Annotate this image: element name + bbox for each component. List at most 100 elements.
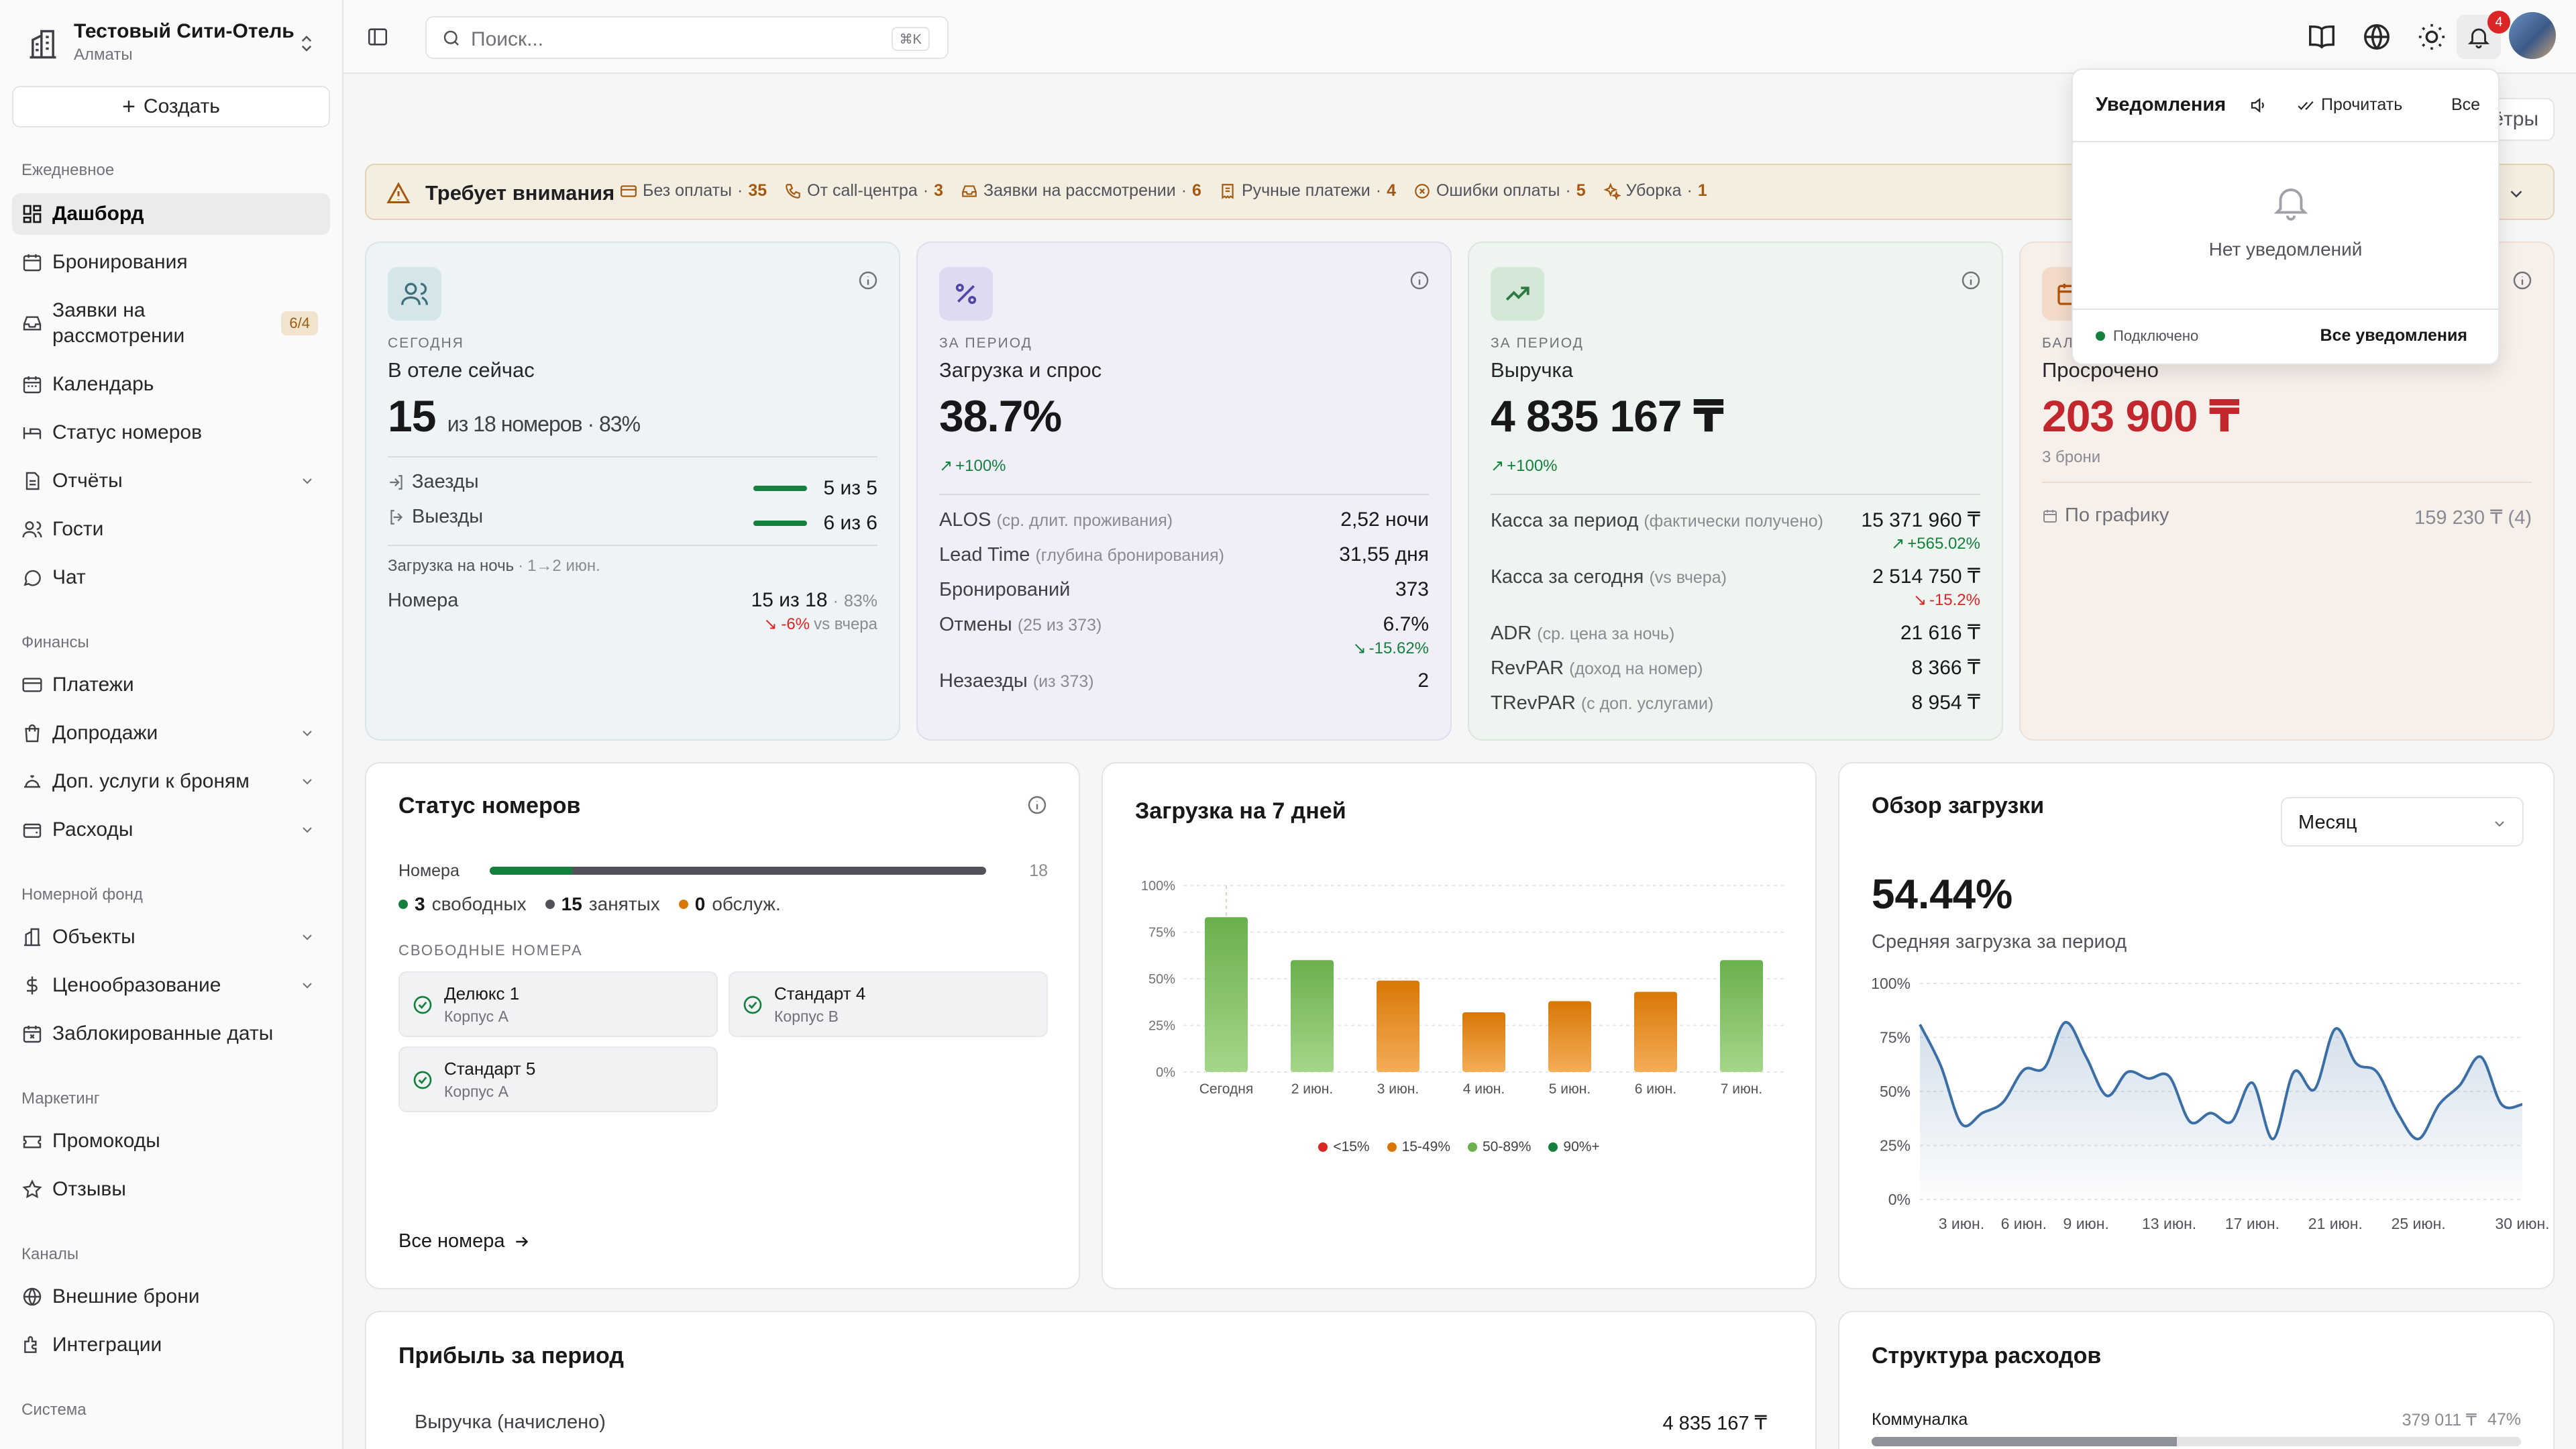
sidebar-item-chat[interactable]: Чат xyxy=(12,557,330,598)
sidebar-item-upsells[interactable]: Допродажи xyxy=(12,712,330,754)
kpi-period: ЗА ПЕРИОД xyxy=(1491,335,1584,351)
create-button[interactable]: + Создать xyxy=(12,86,330,127)
sidebar-item-calendar[interactable]: Календарь xyxy=(12,364,330,405)
chip-unpaid[interactable]: Без оплаты · 35 xyxy=(620,181,767,201)
period-select[interactable]: Месяц xyxy=(2281,797,2524,847)
free-room-card[interactable]: Стандарт 4 Корпус В xyxy=(729,971,1048,1037)
volume-icon[interactable] xyxy=(2249,95,2269,115)
metric-row-no-shows: Незаезды (из 373) 2 xyxy=(939,669,1429,692)
sidebar-item-reviews[interactable]: Отзывы xyxy=(12,1169,330,1210)
expense-row-pct: 47% xyxy=(2487,1410,2521,1429)
section-channels: Каналы xyxy=(21,1245,79,1263)
book-icon[interactable] xyxy=(2306,21,2337,52)
sidebar-item-integrations[interactable]: Интеграции xyxy=(12,1324,330,1366)
chip-cleaning[interactable]: Уборка · 1 xyxy=(1603,181,1707,201)
sidebar-item-guests[interactable]: Гости xyxy=(12,508,330,550)
overview-value: 54.44% xyxy=(1872,871,2013,918)
chevrons-up-down-icon[interactable] xyxy=(297,32,317,55)
info-icon[interactable] xyxy=(1026,794,1048,816)
sidebar-item-payments[interactable]: Платежи xyxy=(12,664,330,706)
kpi-period: СЕГОДНЯ xyxy=(388,335,464,351)
metric-row-lead-time: Lead Time (глубина бронирования) 31,55 дн… xyxy=(939,543,1429,566)
notifications-title: Уведомления xyxy=(2096,94,2226,115)
bar xyxy=(1462,1012,1505,1072)
x-tick-label: 17 июн. xyxy=(2225,1215,2279,1232)
chip-payment-errors[interactable]: Ошибки оплаты · 5 xyxy=(1413,181,1586,201)
inbox-icon xyxy=(23,316,42,331)
free-room-card[interactable]: Делюкс 1 Корпус А xyxy=(398,971,718,1037)
sidebar-item-blocked-dates[interactable]: Заблокированные даты xyxy=(12,1013,330,1055)
metric-delta: -15.2% xyxy=(1929,591,1980,609)
expense-row-values: 379 011 ₸ 47% xyxy=(2402,1410,2521,1430)
globe-icon[interactable] xyxy=(2361,21,2392,52)
all-rooms-link[interactable]: Все номера xyxy=(398,1230,531,1252)
chip-manual-payments[interactable]: Ручные платежи · 4 xyxy=(1219,181,1396,201)
profit-card: Прибыль за период Выручка (начислено) 4 … xyxy=(365,1311,1817,1449)
search-input[interactable]: Поиск... ⌘K xyxy=(425,16,949,59)
chevron-down-icon xyxy=(303,731,312,737)
notifications-all-tab[interactable]: Все xyxy=(2451,95,2481,114)
legend-label: 90%+ xyxy=(1563,1139,1600,1155)
occupancy-overview-card: Обзор загрузки Месяц 54.44% Средняя загр… xyxy=(1838,762,2555,1289)
chevron-down-icon xyxy=(303,983,312,989)
sidebar-item-label: Расходы xyxy=(52,818,133,841)
chip-requests[interactable]: Заявки на рассмотрении · 6 xyxy=(961,181,1201,201)
sidebar-item-properties[interactable]: Объекты xyxy=(12,916,330,958)
sidebar-toggle-icon[interactable] xyxy=(366,25,389,48)
chip-count: 1 xyxy=(1697,181,1707,200)
metric-label: Касса за сегодня xyxy=(1491,566,1644,588)
search-icon xyxy=(443,30,459,46)
service-label: обслуж. xyxy=(712,894,781,914)
y-tick-label: 0% xyxy=(1888,1191,1911,1208)
bar xyxy=(1634,991,1677,1072)
sidebar-item-bookings[interactable]: Бронирования xyxy=(12,241,330,283)
sidebar-item-room-status[interactable]: Статус номеров xyxy=(12,412,330,453)
hotel-name[interactable]: Тестовый Сити-Отель xyxy=(74,20,294,42)
kpi-trend-value: +100% xyxy=(955,456,1006,475)
legend-item: <15% xyxy=(1318,1139,1370,1155)
free-room-card[interactable]: Стандарт 5 Корпус А xyxy=(398,1046,718,1112)
info-icon[interactable] xyxy=(2512,270,2533,291)
sidebar-item-reports[interactable]: Отчёты xyxy=(12,460,330,502)
x-tick-label: 9 июн. xyxy=(2063,1215,2109,1232)
metric-value: 21 616 ₸ xyxy=(1900,622,1980,644)
create-label: Создать xyxy=(143,95,220,117)
avatar[interactable] xyxy=(2509,12,2556,59)
chip-count: 35 xyxy=(748,181,767,200)
rooms-delta-vs: vs вчера xyxy=(814,615,877,633)
chevron-down-icon[interactable] xyxy=(2506,184,2526,204)
sidebar-item-pricing[interactable]: Ценообразование xyxy=(12,965,330,1006)
info-icon[interactable] xyxy=(857,270,879,291)
info-icon[interactable] xyxy=(1409,270,1430,291)
sidebar-item-dashboard[interactable]: Дашборд xyxy=(12,193,330,235)
sidebar-item-label: Объекты xyxy=(52,926,136,948)
metric-value: 2 514 750 ₸ xyxy=(1872,566,1980,588)
mark-read-button[interactable]: Прочитать xyxy=(2297,95,2402,115)
room-status-title: Статус номеров xyxy=(398,793,581,818)
all-notifications-link[interactable]: Все уведомления xyxy=(2320,326,2467,345)
chip-label: Заявки на рассмотрении xyxy=(983,181,1176,200)
sun-icon[interactable] xyxy=(2416,21,2447,52)
info-icon[interactable] xyxy=(1960,270,1982,291)
metric-value: 8 954 ₸ xyxy=(1911,692,1981,714)
room-name: Стандарт 5 xyxy=(444,1059,536,1079)
section-rooms: Номерной фонд xyxy=(21,885,143,904)
chip-call-center[interactable]: От call-центра · 3 xyxy=(784,181,943,201)
sidebar-item-promocodes[interactable]: Промокоды xyxy=(12,1120,330,1162)
service-count: 0 xyxy=(694,894,706,914)
x-tick-label: 2 июн. xyxy=(1291,1081,1333,1097)
section-marketing: Маркетинг xyxy=(21,1089,100,1108)
legend-label: <15% xyxy=(1333,1139,1370,1155)
sidebar-item-label: Чат xyxy=(52,566,86,588)
kpi-title: Загрузка и спрос xyxy=(939,358,1102,382)
sidebar-item-extra-services[interactable]: Доп. услуги к броням xyxy=(12,761,330,802)
sidebar-item-label: Статус номеров xyxy=(52,421,203,443)
metric-label: Касса за период xyxy=(1491,510,1639,531)
kpi-sub-text: 3 брони xyxy=(2042,448,2101,466)
sidebar-item-expenses[interactable]: Расходы xyxy=(12,809,330,851)
sidebar-item-external-bookings[interactable]: Внешние брони xyxy=(12,1276,330,1318)
x-tick-label: 21 июн. xyxy=(2308,1215,2363,1232)
sidebar-item-requests[interactable]: Заявки на рассмотрении 6/4 xyxy=(12,291,330,356)
sidebar-item-label: Отзывы xyxy=(52,1178,126,1200)
metric-hint: (из 373) xyxy=(1032,672,1094,691)
